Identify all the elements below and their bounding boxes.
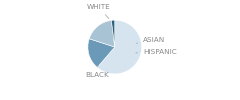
Wedge shape	[88, 39, 115, 67]
Text: HISPANIC: HISPANIC	[136, 49, 177, 55]
Text: BLACK: BLACK	[85, 65, 109, 78]
Wedge shape	[97, 20, 142, 74]
Text: ASIAN: ASIAN	[136, 36, 165, 43]
Wedge shape	[89, 20, 115, 47]
Wedge shape	[111, 20, 115, 47]
Text: WHITE: WHITE	[87, 4, 110, 19]
